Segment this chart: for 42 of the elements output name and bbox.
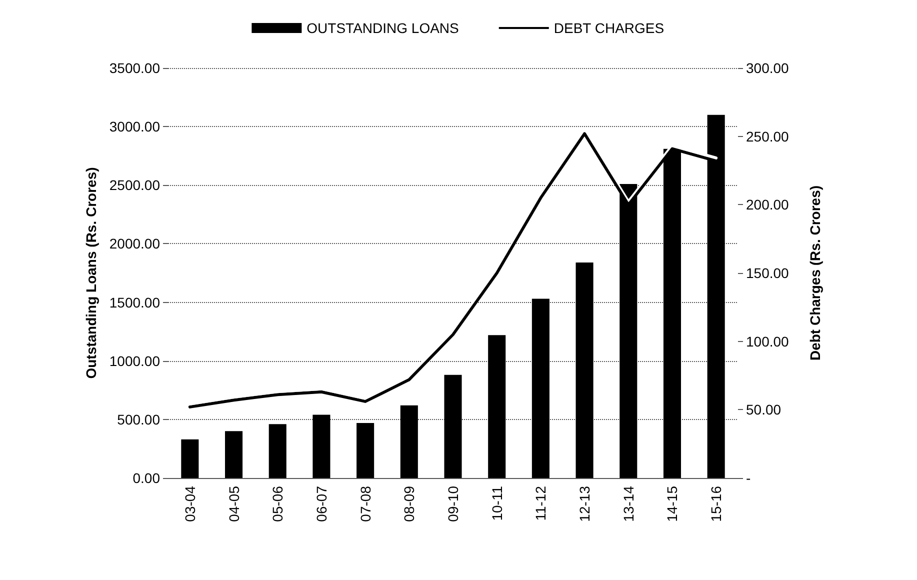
x-tick-label: 12-13: [576, 486, 593, 522]
y-tick-label: 2000.00: [109, 236, 160, 252]
x-tick-label: 03-04: [182, 486, 198, 522]
x-tick-label: 08-09: [401, 486, 418, 522]
bar: [488, 335, 506, 478]
y-tick-label: 3500.00: [109, 60, 160, 76]
x-tick-label: 10-11: [488, 486, 505, 521]
legend-label: OUTSTANDING LOANS: [306, 20, 459, 36]
x-tick-label: 11-12: [532, 486, 549, 521]
bar: [225, 431, 243, 478]
bar: [576, 262, 594, 478]
bar: [400, 405, 418, 478]
x-tick-label: 07-08: [357, 486, 374, 522]
x-tick-label: 04-05: [226, 486, 242, 522]
y2-tick-label: 50.00: [746, 402, 782, 418]
y-tick-label: 1500.00: [109, 294, 160, 310]
y-tick-label: 1000.00: [109, 352, 160, 369]
y-tick-label: 3000.00: [109, 118, 160, 135]
bar: [181, 439, 199, 478]
y-tick-label: 0.00: [132, 470, 160, 486]
y2-tick-label: -: [746, 470, 751, 486]
y2-tick-label: 150.00: [746, 265, 790, 281]
y2-tick-label: 300.00: [746, 60, 790, 76]
y2-tick-label: 250.00: [746, 128, 790, 144]
bar: [532, 298, 550, 478]
y-axis-title: Outstanding Loans (Rs. Crores): [83, 167, 99, 379]
bar: [356, 422, 374, 478]
y2-tick-label: 200.00: [746, 196, 790, 213]
x-tick-label: 05-06: [270, 486, 286, 522]
x-tick-label: 14-15: [664, 486, 680, 522]
y-tick-label: 2500.00: [109, 177, 160, 194]
y-tick-label: 500.00: [117, 411, 160, 428]
bar: [444, 374, 462, 478]
bar: [312, 414, 330, 478]
x-tick-label: 15-16: [708, 486, 724, 522]
x-tick-label: 06-07: [313, 486, 330, 522]
y2-axis-title: Debt Charges (Rs. Crores): [807, 185, 823, 361]
legend-label: DEBT CHARGES: [554, 20, 664, 36]
y2-tick-label: 100.00: [746, 333, 790, 350]
x-tick-label: 09-10: [445, 486, 461, 522]
x-tick-label: 13-14: [620, 486, 636, 522]
bar: [268, 424, 286, 478]
